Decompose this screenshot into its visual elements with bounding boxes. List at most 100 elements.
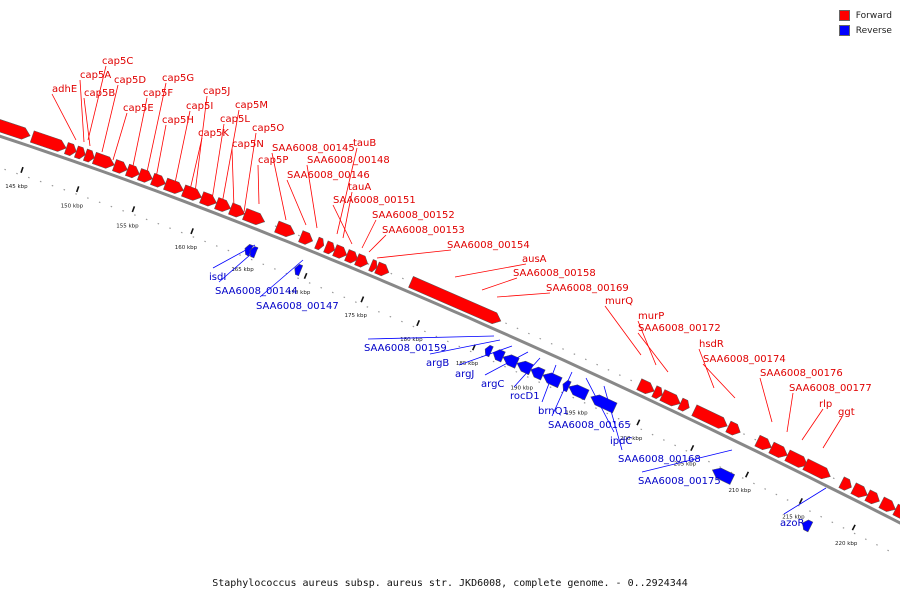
reverse-label-leader xyxy=(458,345,513,366)
reverse-gene-label: argJ xyxy=(455,369,474,380)
forward-gene-arrow xyxy=(199,191,217,207)
scale-tick-label: 160 kbp xyxy=(175,245,198,251)
reverse-label-leader xyxy=(429,339,501,355)
reverse-gene-arrow xyxy=(530,366,546,381)
forward-gene-label: cap5H xyxy=(162,115,194,126)
forward-label-leader xyxy=(101,84,119,153)
scale-tick-label: 165 kbp xyxy=(231,267,254,273)
forward-gene-label: cap5D xyxy=(114,75,146,86)
forward-gene-label: SAA6008_00169 xyxy=(546,283,629,294)
reverse-label-leader xyxy=(603,385,623,451)
legend-reverse: Reverse xyxy=(838,23,892,38)
forward-gene-label: SAA6008_00151 xyxy=(333,195,416,206)
scale-tick-label: 200 kbp xyxy=(620,436,643,442)
forward-label-leader xyxy=(342,191,353,239)
forward-gene-label: ausA xyxy=(522,254,547,265)
reverse-gene-label: ipdC xyxy=(610,436,632,447)
legend-reverse-swatch xyxy=(838,25,850,36)
forward-gene-label: cap5O xyxy=(252,123,284,134)
forward-label-leader xyxy=(231,148,235,209)
legend: Forward Reverse xyxy=(838,8,892,38)
scale-tick-label: 170 kbp xyxy=(288,290,311,296)
forward-gene-arrow xyxy=(408,276,502,325)
forward-gene-arrow xyxy=(636,378,655,394)
forward-gene-arrow xyxy=(784,449,808,468)
forward-gene-arrow xyxy=(150,172,166,188)
reverse-gene-label: SAA6008_00159 xyxy=(364,343,447,354)
forward-gene-arrow xyxy=(368,259,378,273)
reverse-gene-arrow xyxy=(568,384,590,401)
scale-tick-label: 215 kbp xyxy=(782,514,805,520)
forward-gene-arrow xyxy=(677,397,690,412)
legend-forward-swatch xyxy=(838,10,850,21)
legend-forward: Forward xyxy=(838,8,892,23)
forward-gene-arrow xyxy=(73,145,86,160)
forward-label-leader xyxy=(698,348,715,389)
scale-tick-label: 180 kbp xyxy=(400,337,423,343)
forward-gene-arrow xyxy=(274,220,296,238)
forward-gene-labels: adhEcap5Acap5Bcap5Ccap5Dcap5Ecap5Fcap5Gc… xyxy=(51,56,872,449)
forward-gene-label: cap5F xyxy=(143,88,173,99)
forward-gene-label: SAA6008_00177 xyxy=(789,383,872,394)
forward-label-leader xyxy=(194,95,208,194)
reverse-gene-arrow xyxy=(502,354,520,369)
forward-gene-label: cap5M xyxy=(235,100,268,111)
forward-gene-label: cap5I xyxy=(186,101,213,112)
reverse-gene-arrow xyxy=(711,467,736,485)
scale-tick xyxy=(131,206,136,213)
reverse-gene-label: isdI xyxy=(209,272,226,283)
forward-gene-arrow xyxy=(332,244,348,259)
reverse-label-leader xyxy=(212,244,256,269)
forward-gene-arrow xyxy=(691,404,728,429)
forward-label-leader xyxy=(822,416,843,449)
forward-gene-label: murP xyxy=(638,311,664,322)
forward-gene-arrow xyxy=(112,159,128,174)
forward-gene-arrow xyxy=(214,197,231,212)
reverse-gene-arrow xyxy=(542,372,563,389)
scale-tick-label: 220 kbp xyxy=(835,541,858,547)
scale-tick-label: 185 kbp xyxy=(456,361,479,367)
forward-gene-arrow xyxy=(878,496,896,512)
reverse-gene-label: brnQ1 xyxy=(538,406,569,417)
forward-gene-label: cap5L xyxy=(220,114,250,125)
forward-label-leader xyxy=(368,234,387,253)
reverse-label-leader xyxy=(218,247,259,283)
reverse-label-leader xyxy=(367,335,495,340)
forward-label-leader xyxy=(271,152,287,221)
forward-gene-arrow xyxy=(91,151,115,169)
forward-gene-arrow xyxy=(0,118,31,140)
scale-tick xyxy=(303,272,308,280)
scale-tick-label: 145 kbp xyxy=(5,184,28,190)
scale-tick xyxy=(851,524,856,531)
reverse-gene-label: argC xyxy=(481,379,504,390)
forward-label-leader xyxy=(786,392,794,433)
reverse-label-leader xyxy=(551,371,573,417)
forward-gene-arrow xyxy=(892,503,900,520)
forward-gene-label: tauA xyxy=(348,182,371,193)
forward-gene-arrow xyxy=(864,489,880,505)
scale-tick xyxy=(798,497,803,505)
forward-gene-label: SAA6008_00172 xyxy=(638,323,721,334)
scale-tick xyxy=(744,471,750,478)
forward-gene-label: murQ xyxy=(605,296,633,307)
forward-gene-label: cap5C xyxy=(102,56,133,67)
forward-gene-label: SAA6008_00146 xyxy=(287,170,370,181)
forward-label-leader xyxy=(155,124,167,179)
scale-tick-label: 190 kbp xyxy=(511,386,534,392)
forward-label-leader xyxy=(306,164,318,229)
forward-label-leader xyxy=(361,219,377,249)
forward-label-leader xyxy=(759,377,773,423)
forward-gene-arrow xyxy=(228,202,245,218)
reverse-label-leader xyxy=(484,351,529,376)
forward-gene-label: SAA6008_00152 xyxy=(372,210,455,221)
reverse-gene-arrow xyxy=(249,246,259,259)
scale-tick-label: 210 kbp xyxy=(728,488,751,494)
forward-label-leader xyxy=(376,249,452,259)
forward-gene-label: cap5J xyxy=(203,86,230,97)
forward-label-leader xyxy=(211,123,225,201)
forward-label-leader xyxy=(257,164,260,205)
scale-tick xyxy=(190,228,194,235)
forward-gene-arrow xyxy=(838,476,852,491)
forward-gene-arrow xyxy=(242,207,265,226)
scale-tick-label: 150 kbp xyxy=(61,203,84,209)
